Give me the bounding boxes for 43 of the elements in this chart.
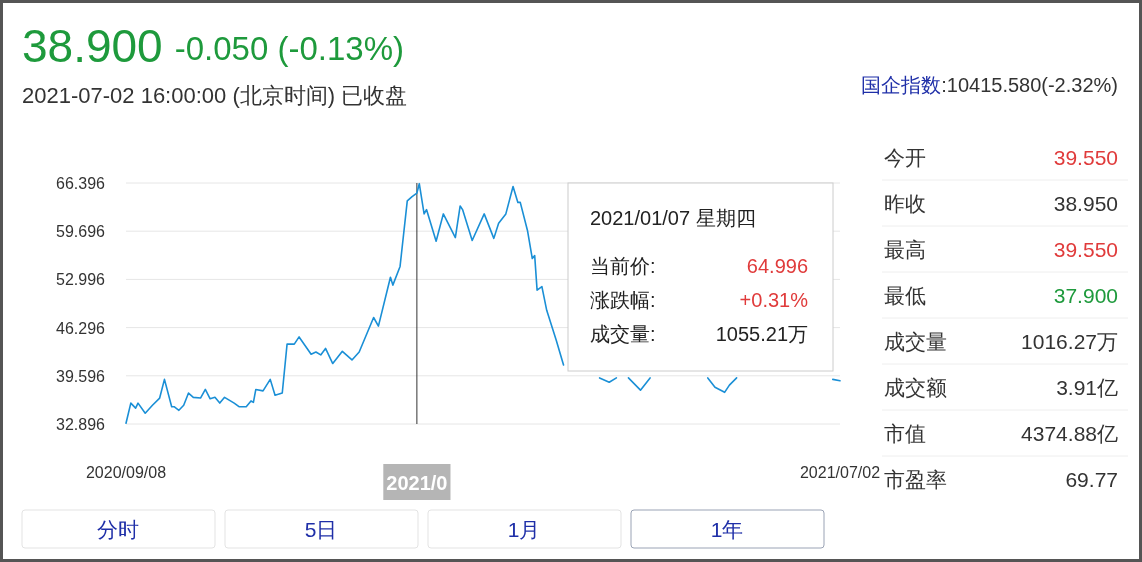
text: 3.91亿 bbox=[1056, 376, 1118, 399]
text: 69.77 bbox=[1065, 468, 1118, 491]
text: 最低 bbox=[884, 284, 926, 307]
text: 37.900 bbox=[1053, 284, 1118, 307]
ref-line-label: 2021/0 bbox=[386, 472, 448, 494]
y-tick-label: 46.296 bbox=[56, 319, 106, 337]
text: 1016.27万 bbox=[1021, 330, 1118, 353]
text: 今开 bbox=[884, 146, 926, 169]
text: 国企指数 bbox=[861, 74, 942, 96]
text: 39.550 bbox=[1053, 238, 1118, 261]
line-series bbox=[706, 377, 738, 394]
line-series bbox=[125, 182, 565, 425]
annotation: 2021/01/07 星期四 bbox=[590, 207, 756, 229]
text: 成交量 bbox=[884, 330, 947, 353]
x-tick-label: 2021/07/02 bbox=[799, 464, 881, 481]
text: 成交额 bbox=[884, 376, 947, 399]
y-tick-label: 66.396 bbox=[56, 175, 106, 192]
y-tick-label: 59.696 bbox=[56, 223, 106, 241]
text: 4374.88亿 bbox=[1021, 422, 1118, 445]
text: 昨收 bbox=[884, 192, 926, 215]
text: 市值 bbox=[884, 422, 926, 445]
annotation: 成交量: bbox=[590, 323, 656, 345]
text: 2021-07-02 16:00:00 (北京时间) 已收盘 bbox=[22, 83, 408, 108]
annotation: 涨跌幅: bbox=[590, 289, 656, 311]
text: 最高 bbox=[884, 238, 926, 261]
annotation: 当前价: bbox=[590, 255, 656, 277]
chart-subtitle: -0.050 (-0.13%) bbox=[174, 30, 404, 67]
text: 分时 bbox=[97, 518, 139, 541]
y-tick-label: 52.996 bbox=[56, 271, 106, 289]
text: 1年 bbox=[710, 518, 744, 541]
text: 1月 bbox=[507, 518, 541, 541]
y-tick-label: 32.896 bbox=[56, 416, 106, 433]
annotation: +0.31% bbox=[739, 289, 809, 311]
text: 38.950 bbox=[1053, 192, 1118, 215]
chart-title: 38.900 bbox=[22, 20, 163, 72]
text: 39.550 bbox=[1053, 146, 1118, 169]
annotation: 1055.21万 bbox=[715, 323, 808, 345]
text: 5日 bbox=[304, 518, 338, 541]
y-tick-label: 39.596 bbox=[56, 367, 106, 385]
text: 市盈率 bbox=[884, 468, 947, 491]
text: :10415.580(-2.32%) bbox=[941, 74, 1118, 96]
annotation: 64.996 bbox=[746, 255, 808, 277]
x-tick-label: 2020/09/08 bbox=[85, 464, 167, 481]
